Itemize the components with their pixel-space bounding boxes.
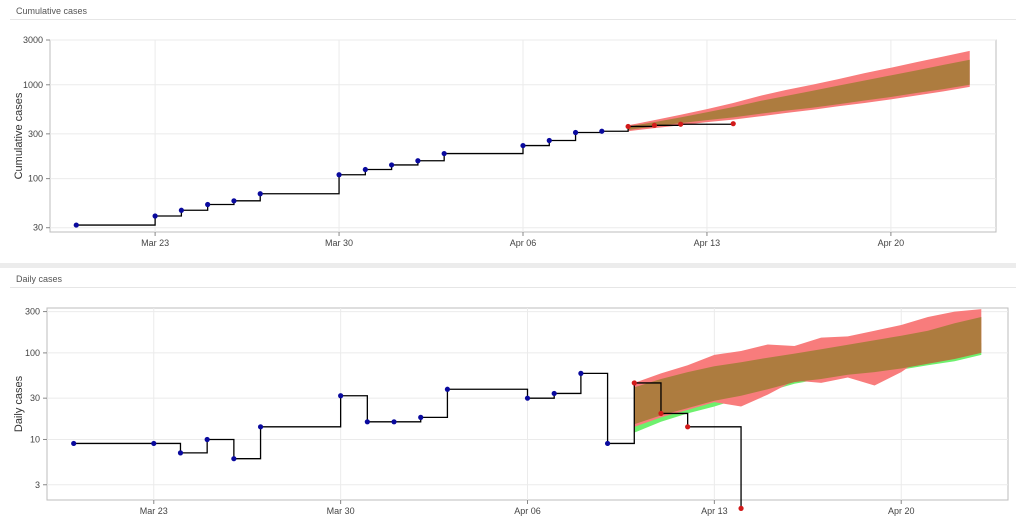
data-point	[363, 167, 368, 172]
data-point	[738, 506, 743, 511]
y-tick-label: 100	[25, 348, 40, 358]
data-point	[652, 123, 657, 128]
y-tick-label: 30	[30, 393, 40, 403]
x-tick-label: Apr 13	[694, 238, 721, 248]
x-tick-label: Apr 06	[514, 506, 541, 516]
data-point	[178, 450, 183, 455]
x-tick-label: Mar 30	[325, 238, 353, 248]
x-tick-label: Mar 23	[140, 506, 168, 516]
data-point	[678, 122, 683, 127]
data-point	[573, 130, 578, 135]
data-point	[658, 411, 663, 416]
y-tick-label: 3000	[23, 35, 43, 45]
data-point	[179, 208, 184, 213]
data-point	[365, 419, 370, 424]
data-point	[71, 441, 76, 446]
data-point	[520, 143, 525, 148]
daily-cases-chart: 3 10 30 100 300 Mar 23 Mar 30 Apr 06 Apr 13 Apr 2…	[0, 288, 1016, 528]
y-tick-label: 300	[28, 129, 43, 139]
data-point	[231, 456, 236, 461]
data-point	[552, 391, 557, 396]
data-point	[391, 419, 396, 424]
data-point	[338, 393, 343, 398]
cumulative-cases-chart: 30 100 300 1000 3000 Mar 23 Mar 30 Apr 06 Apr 13…	[0, 18, 1016, 263]
data-point	[445, 387, 450, 392]
data-point	[258, 191, 263, 196]
y-tick-label: 30	[33, 223, 43, 233]
data-point	[336, 172, 341, 177]
y-tick-label: 3	[35, 480, 40, 490]
data-point	[442, 151, 447, 156]
data-point	[547, 138, 552, 143]
data-point	[151, 441, 156, 446]
data-point	[258, 424, 263, 429]
y-axis-label: Daily cases	[13, 375, 25, 432]
x-tick-label: Apr 20	[878, 238, 905, 248]
x-tick-label: Apr 13	[701, 506, 728, 516]
data-point	[389, 162, 394, 167]
data-point	[418, 415, 423, 420]
x-tick-label: Mar 23	[141, 238, 169, 248]
y-tick-label: 1000	[23, 80, 43, 90]
data-point	[205, 202, 210, 207]
daily-panel-header: Daily cases	[0, 268, 1016, 286]
x-tick-label: Apr 06	[510, 238, 537, 248]
panel-title: Cumulative cases	[16, 6, 87, 16]
data-point	[731, 121, 736, 126]
panel-title: Daily cases	[16, 274, 62, 284]
data-point	[205, 437, 210, 442]
data-point	[626, 124, 631, 129]
data-point	[153, 213, 158, 218]
data-point	[685, 424, 690, 429]
data-point	[74, 222, 79, 227]
y-tick-label: 100	[28, 174, 43, 184]
x-tick-label: Mar 30	[327, 506, 355, 516]
y-tick-label: 300	[25, 307, 40, 317]
data-point	[632, 380, 637, 385]
y-tick-label: 10	[30, 434, 40, 444]
data-point	[605, 441, 610, 446]
cumulative-panel-header: Cumulative cases	[0, 0, 1016, 18]
x-tick-label: Apr 20	[888, 506, 915, 516]
data-point	[231, 198, 236, 203]
data-point	[599, 129, 604, 134]
y-axis-label: Cumulative cases	[13, 92, 25, 179]
data-point	[415, 158, 420, 163]
data-point	[578, 371, 583, 376]
data-point	[525, 396, 530, 401]
